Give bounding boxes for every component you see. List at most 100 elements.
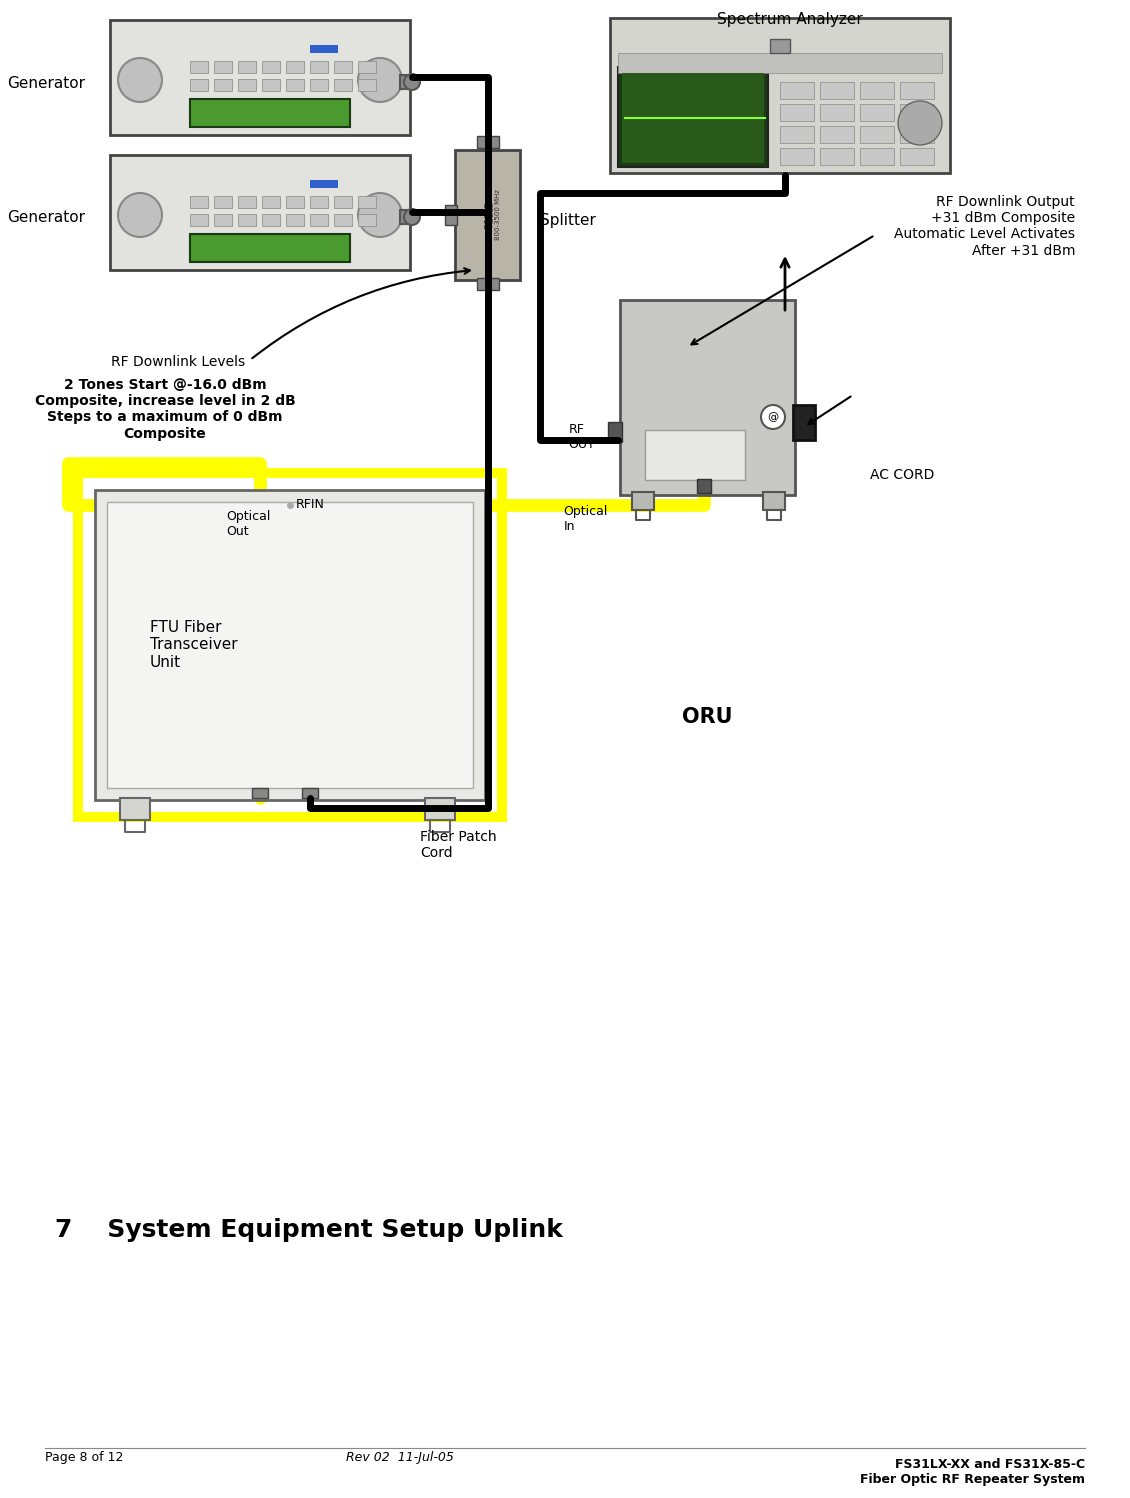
Bar <box>252 788 268 798</box>
Bar <box>793 404 815 440</box>
Bar <box>107 502 473 788</box>
Text: Rev 02  11-Jul-05: Rev 02 11-Jul-05 <box>346 1452 454 1465</box>
Bar <box>286 79 304 91</box>
Bar <box>358 61 376 73</box>
Circle shape <box>405 210 420 225</box>
Text: AC CORD: AC CORD <box>870 467 935 482</box>
Bar <box>425 798 455 819</box>
Bar <box>358 196 376 208</box>
Text: Fiber Patch
Cord: Fiber Patch Cord <box>420 830 496 860</box>
Bar <box>899 82 935 99</box>
Bar <box>214 214 232 226</box>
Bar <box>610 18 950 172</box>
Bar <box>262 196 280 208</box>
Text: Spectrum Analyzer: Spectrum Analyzer <box>718 12 863 27</box>
Circle shape <box>358 193 402 237</box>
Bar <box>820 126 854 142</box>
Bar <box>780 103 814 121</box>
Bar <box>310 45 338 52</box>
Circle shape <box>118 58 162 102</box>
Bar <box>190 234 350 262</box>
Circle shape <box>760 404 785 428</box>
Bar <box>190 79 208 91</box>
Bar <box>477 279 499 291</box>
Bar <box>238 214 257 226</box>
Bar <box>214 79 232 91</box>
Text: Generator: Generator <box>7 75 85 90</box>
Bar <box>190 61 208 73</box>
Text: Generator: Generator <box>7 211 85 226</box>
Bar <box>214 196 232 208</box>
Bar <box>899 103 935 121</box>
Bar <box>645 430 745 479</box>
Text: RF Downlink Output
+31 dBm Composite
Automatic Level Activates
After +31 dBm: RF Downlink Output +31 dBm Composite Aut… <box>894 195 1075 258</box>
Bar <box>190 196 208 208</box>
Text: FTU Fiber
Transceiver
Unit: FTU Fiber Transceiver Unit <box>150 620 237 670</box>
Bar <box>310 180 338 189</box>
Text: @: @ <box>767 412 779 422</box>
Bar <box>310 61 328 73</box>
Bar <box>455 150 520 280</box>
Bar <box>190 99 350 127</box>
Bar <box>780 148 814 165</box>
Bar <box>860 126 894 142</box>
Text: Optical
Out: Optical Out <box>226 509 270 538</box>
Text: MODEL
800-3500 MHz: MODEL 800-3500 MHz <box>488 190 502 241</box>
Bar <box>780 82 814 99</box>
Bar <box>190 214 208 226</box>
Bar <box>262 61 280 73</box>
Bar <box>697 479 711 493</box>
Text: FS31LX-XX and FS31X-85-C: FS31LX-XX and FS31X-85-C <box>895 1458 1085 1471</box>
Bar <box>620 300 796 494</box>
Bar <box>334 79 353 91</box>
Bar <box>400 75 414 88</box>
Bar <box>262 79 280 91</box>
Circle shape <box>405 73 420 90</box>
Text: RFIN: RFIN <box>296 497 324 511</box>
Text: ORU: ORU <box>681 707 732 727</box>
Text: RF
OUT: RF OUT <box>568 422 596 451</box>
Text: Page 8 of 12: Page 8 of 12 <box>45 1452 123 1465</box>
Bar <box>310 196 328 208</box>
Bar <box>820 103 854 121</box>
Text: Optical
In: Optical In <box>564 505 608 533</box>
Bar <box>286 196 304 208</box>
Bar <box>820 148 854 165</box>
Bar <box>358 79 376 91</box>
Circle shape <box>118 193 162 237</box>
Bar <box>238 61 257 73</box>
Bar <box>334 61 353 73</box>
Text: Splitter: Splitter <box>540 213 596 228</box>
Text: 7    System Equipment Setup Uplink: 7 System Equipment Setup Uplink <box>55 1218 563 1242</box>
Bar <box>622 73 764 163</box>
Bar <box>238 79 257 91</box>
Text: Fiber Optic RF Repeater System: Fiber Optic RF Repeater System <box>860 1474 1085 1486</box>
Text: 2 Tones Start @-16.0 dBm
Composite, increase level in 2 dB
Steps to a maximum of: 2 Tones Start @-16.0 dBm Composite, incr… <box>35 377 295 440</box>
Bar <box>73 467 507 822</box>
Bar <box>214 61 232 73</box>
Bar <box>95 490 485 800</box>
Bar <box>899 126 935 142</box>
Bar <box>238 196 257 208</box>
Bar <box>120 798 150 819</box>
Bar <box>262 214 280 226</box>
Bar <box>618 67 768 166</box>
Bar <box>334 196 353 208</box>
Bar <box>286 61 304 73</box>
Bar <box>618 52 942 73</box>
Text: narda: narda <box>483 201 492 229</box>
Circle shape <box>358 58 402 102</box>
Bar <box>608 422 622 442</box>
Bar <box>445 205 457 225</box>
Text: RF Downlink Levels: RF Downlink Levels <box>111 355 245 369</box>
Bar <box>310 214 328 226</box>
Bar <box>358 214 376 226</box>
Circle shape <box>898 100 942 145</box>
Bar <box>860 82 894 99</box>
Bar <box>82 478 497 812</box>
Bar <box>400 210 414 225</box>
Bar <box>820 82 854 99</box>
Bar <box>334 214 353 226</box>
Bar <box>110 154 410 270</box>
Bar <box>477 136 499 148</box>
